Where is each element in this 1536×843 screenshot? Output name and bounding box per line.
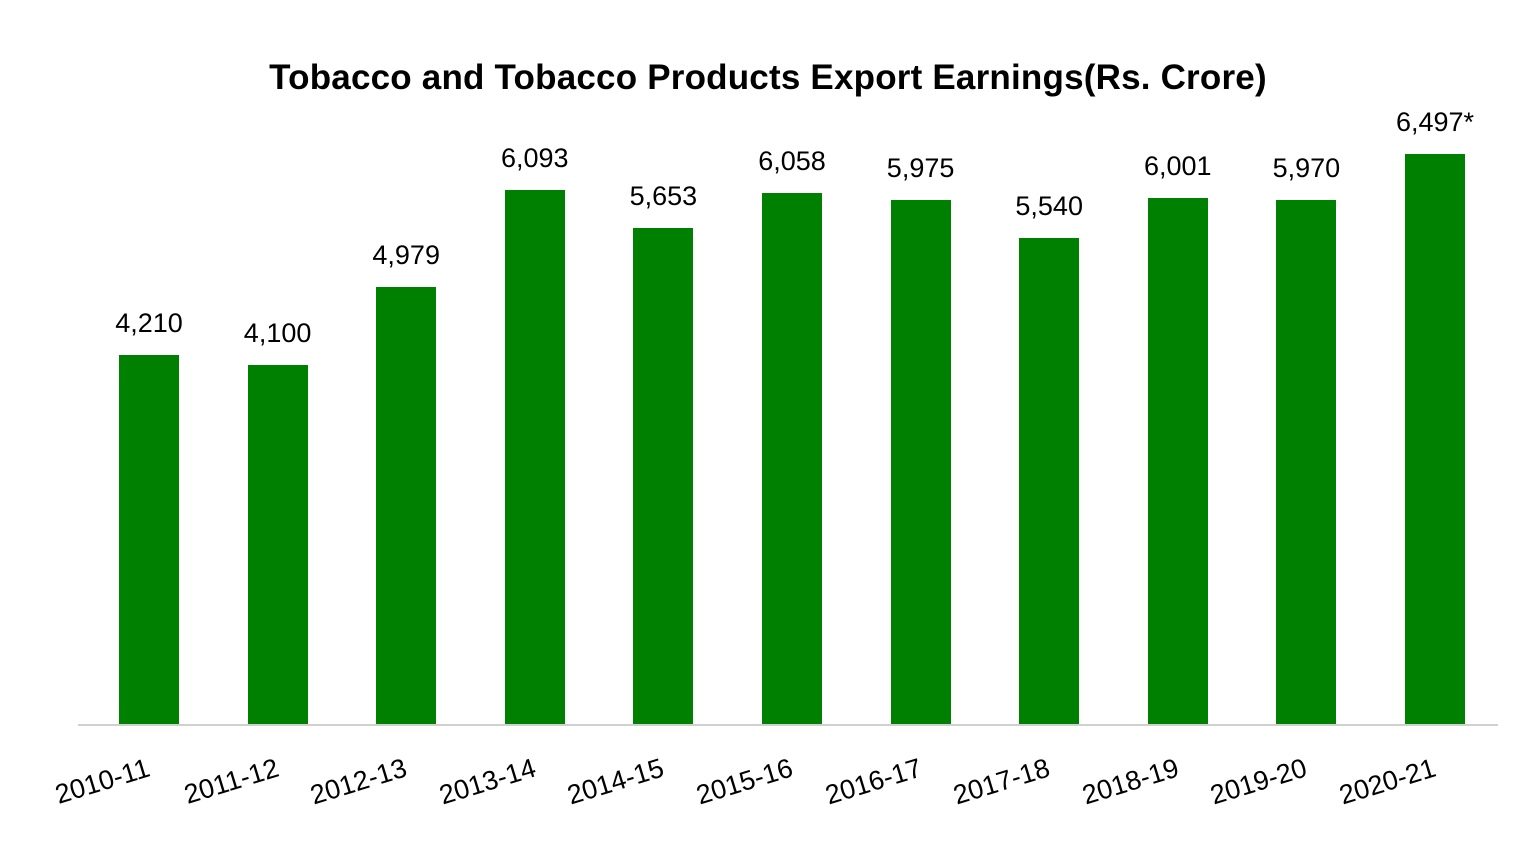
x-axis-line (78, 724, 1498, 726)
data-label: 5,975 (886, 152, 955, 183)
bar-2019-20 (1276, 200, 1337, 725)
bar-2011-12 (247, 364, 308, 725)
bar-2018-19 (1147, 197, 1208, 725)
bar-2013-14 (504, 189, 565, 725)
bar-2015-16 (762, 192, 822, 725)
data-label: 5,970 (1272, 153, 1341, 184)
chart-title: Tobacco and Tobacco Products Export Earn… (269, 58, 1267, 97)
x-tick-label: 2013-14 (435, 752, 540, 811)
data-label: 4,210 (115, 307, 183, 338)
data-label: 4,979 (372, 240, 440, 271)
data-label: 4,100 (243, 317, 312, 348)
x-tick-label: 2012-13 (306, 752, 411, 811)
bar-2014-15 (633, 228, 694, 725)
x-tick-label: 2019-20 (1207, 752, 1311, 811)
data-label: 5,653 (629, 181, 698, 212)
bar-2020-21 (1405, 154, 1465, 725)
x-tick-label: 2018-19 (1078, 752, 1183, 811)
bar-2017-18 (1019, 238, 1080, 725)
x-tick-label: 2014-15 (564, 752, 668, 811)
x-tick-label: 2020-21 (1335, 752, 1440, 811)
bar-2012-13 (376, 287, 437, 725)
data-label: 6,497* (1395, 107, 1475, 137)
bar-2016-17 (890, 199, 951, 725)
x-tick-label: 2010-11 (51, 752, 154, 810)
x-tick-label: 2016-17 (821, 752, 925, 811)
data-label: 6,058 (758, 145, 826, 176)
data-label: 5,540 (1015, 191, 1083, 222)
data-label: 6,093 (501, 142, 569, 173)
x-tick-label: 2015-16 (692, 752, 797, 811)
data-label: 6,001 (1144, 150, 1212, 181)
bar-2010-11 (119, 354, 179, 725)
x-tick-label: 2017-18 (949, 752, 1054, 811)
x-tick-label: 2011-12 (180, 752, 282, 810)
